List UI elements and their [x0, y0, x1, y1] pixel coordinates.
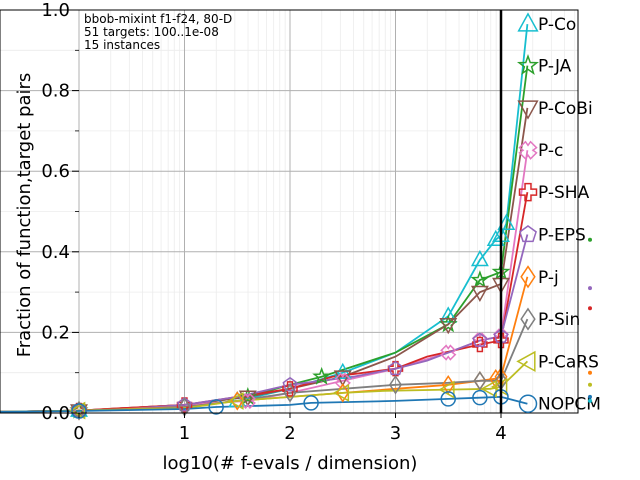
data-marker: [486, 229, 505, 247]
legend-label: NOPCM: [538, 395, 601, 415]
data-marker: [303, 395, 319, 411]
y-tick-label: 0.8: [41, 81, 70, 102]
data-marker: [520, 307, 536, 331]
data-marker: [208, 399, 224, 415]
data-marker: [472, 332, 488, 347]
y-axis-label: Fraction of function,target pairs: [14, 73, 35, 358]
annotation-line: 15 instances: [84, 38, 160, 52]
legend-label: P-j: [538, 268, 559, 288]
summary-dot: [588, 306, 592, 311]
legend: P-Co P-JA P-CoBi P-c P-SHA P-EPS P-j P-Sin P-CaR…: [516, 12, 601, 415]
data-marker: [282, 381, 298, 397]
data-marker: [470, 249, 489, 267]
data-marker: [439, 306, 458, 323]
grid: [0, 10, 578, 413]
data-marker: [227, 391, 244, 410]
data-marker: [518, 182, 538, 202]
x-tick-label: 0: [73, 423, 84, 444]
data-marker: [518, 140, 538, 160]
y-tick-label: 0.2: [41, 322, 70, 343]
data-marker: [493, 332, 509, 349]
data-marker: [516, 54, 540, 75]
annotation-line: 51 targets: 100..1e-08: [84, 25, 219, 39]
data-marker: [472, 336, 488, 353]
x-tick-label: 2: [284, 423, 295, 444]
data-marker: [333, 370, 352, 387]
plot-frame: [0, 9, 579, 414]
summary-dot: [588, 382, 592, 387]
data-marker: [473, 371, 487, 391]
data-marker: [470, 285, 489, 303]
data-marker: [69, 401, 86, 420]
summary-dot: [588, 398, 592, 403]
data-marker: [332, 383, 350, 402]
data-marker: [438, 380, 455, 399]
summary-dot: [588, 237, 592, 242]
legend-label: P-CoBi: [538, 99, 593, 119]
legend-label: P-EPS: [538, 225, 586, 245]
data-marker: [519, 225, 537, 243]
data-marker: [282, 376, 298, 392]
y-tick-label: 0.6: [41, 161, 70, 182]
data-marker: [387, 360, 404, 376]
data-marker: [440, 391, 456, 407]
data-marker: [497, 213, 516, 230]
data-marker: [517, 100, 539, 120]
legend-label: P-SHA: [538, 183, 590, 203]
data-marker: [176, 397, 193, 412]
annotation-line: bbob-mixint f1-f24, 80-D: [84, 12, 232, 26]
x-tick-label: 1: [179, 423, 190, 444]
data-marker: [441, 375, 455, 395]
data-marker: [472, 389, 488, 406]
data-marker: [470, 270, 490, 289]
y-tick-label: 0.0: [41, 403, 70, 424]
data-marker: [312, 366, 332, 385]
y-tick-label: 0.4: [41, 242, 70, 263]
x-tick-label: 3: [390, 423, 401, 444]
data-marker: [440, 344, 457, 361]
summary-dot: [588, 370, 592, 375]
data-marker: [516, 350, 536, 373]
summary-dot: [588, 394, 592, 399]
legend-label: P-JA: [538, 57, 572, 77]
legend-label: P-Co: [538, 15, 576, 35]
y-tick-label: 1.0: [41, 0, 70, 21]
legend-label: P-Sin: [538, 310, 580, 330]
axis-ticks: 0 1 2 3 4 0.0 0.2 0.4 0.6 0.8 1.0: [41, 0, 506, 444]
series-markers: [69, 213, 516, 421]
data-marker: [388, 375, 403, 395]
legend-label: P-c: [538, 141, 563, 161]
data-marker: [439, 317, 458, 335]
data-marker: [518, 394, 538, 413]
data-marker: [517, 12, 539, 32]
x-tick-label: 4: [495, 423, 506, 444]
x-axis-label: log10(# f-evals / dimension): [163, 453, 418, 474]
annotations: bbob-mixint f1-f24, 80-D51 targets: 100.…: [84, 12, 232, 52]
summary-dot: [588, 286, 592, 291]
data-marker: [283, 383, 297, 403]
legend-label: P-CaRS: [538, 352, 599, 372]
data-marker: [520, 265, 536, 289]
data-marker: [238, 390, 257, 407]
